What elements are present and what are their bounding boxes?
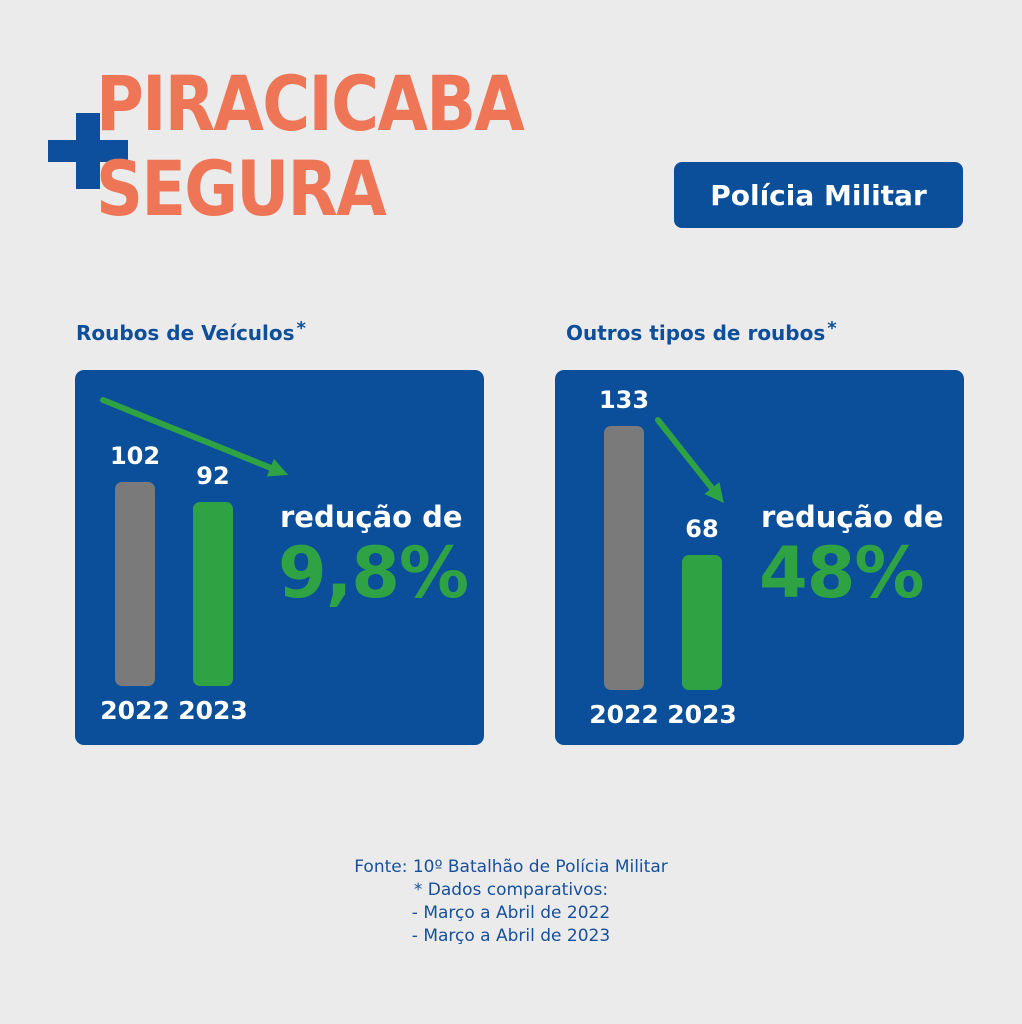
- data-label: 68: [685, 515, 718, 543]
- police-badge: Polícia Militar: [674, 162, 963, 228]
- chart-panel-vehicle-robberies: 102 2022 92 2023 redução de 9,8%: [75, 370, 484, 745]
- plus-icon-vertical: [76, 113, 100, 189]
- trend-arrow: [100, 397, 289, 477]
- bar-chart-other-robberies: 133 2022 68 2023: [589, 386, 737, 729]
- bar-2023: [193, 502, 233, 686]
- asterisk-mark: *: [827, 318, 837, 339]
- chart-panel-other-robberies: 133 2022 68 2023 redução de 48%: [555, 370, 964, 745]
- bar-2022: [115, 482, 155, 686]
- category-label: 2023: [667, 700, 737, 729]
- reduction-label: redução de: [280, 500, 463, 534]
- source-note: Fonte: 10º Batalhão de Polícia Militar *…: [311, 856, 711, 948]
- bar-2022: [604, 426, 644, 690]
- chart-title-vehicle-robberies: Roubos de Veículos *: [76, 318, 306, 345]
- reduction-percentage: 9,8%: [278, 532, 469, 614]
- data-label: 133: [599, 386, 649, 414]
- chart-title-text: Roubos de Veículos: [76, 321, 295, 345]
- source-line: - Março a Abril de 2022: [411, 903, 611, 923]
- bar-chart-vehicle-robberies: 102 2022 92 2023: [100, 397, 289, 725]
- logo-line-1: PIRACICABA: [96, 59, 525, 148]
- category-label: 2023: [178, 696, 248, 725]
- data-label: 102: [110, 442, 160, 470]
- asterisk-mark: *: [296, 318, 306, 339]
- trend-arrow: [655, 417, 724, 504]
- category-label: 2022: [589, 700, 659, 729]
- reduction-label: redução de: [761, 500, 944, 534]
- chart-title-other-robberies: Outros tipos de roubos *: [566, 318, 837, 345]
- bar-2023: [682, 555, 722, 690]
- data-label: 92: [196, 462, 229, 490]
- chart-title-text: Outros tipos de roubos: [566, 321, 826, 345]
- logo-line-2: SEGURA: [96, 144, 387, 233]
- source-line: Fonte: 10º Batalhão de Polícia Militar: [354, 857, 668, 877]
- category-label: 2022: [100, 696, 170, 725]
- source-line: - Março a Abril de 2023: [411, 926, 611, 946]
- source-line: * Dados comparativos:: [413, 880, 609, 900]
- reduction-percentage: 48%: [759, 532, 925, 614]
